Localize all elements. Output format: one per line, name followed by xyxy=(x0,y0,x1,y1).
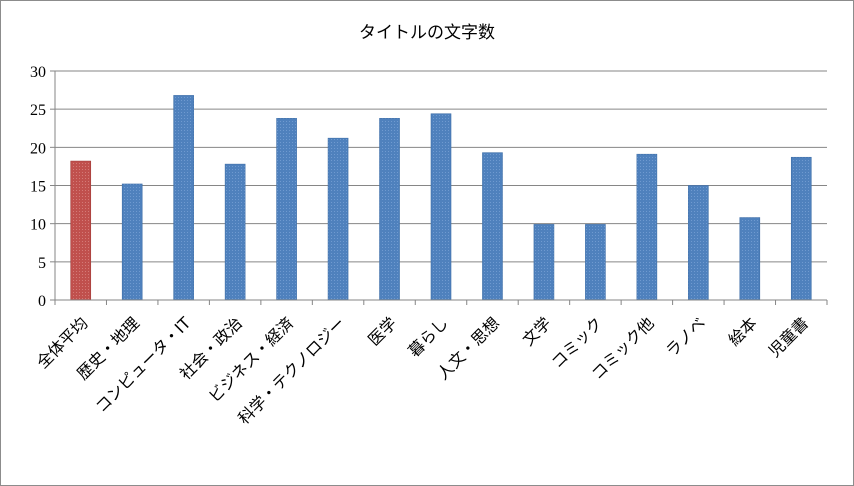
y-tick-label: 30 xyxy=(30,64,46,81)
x-axis-labels: 全体平均歴史・地理コンピュータ・IT社会・政治ビジネス・経済科学・テクノロジー医… xyxy=(33,313,812,428)
y-tick-label: 0 xyxy=(38,293,46,310)
bar-14 xyxy=(739,217,761,301)
x-tick-label: 文学 xyxy=(519,313,555,349)
y-tick-label: 20 xyxy=(30,140,46,157)
x-tick-label: 医学 xyxy=(364,313,400,349)
x-tick-label: 児童書 xyxy=(765,313,812,360)
bar-5 xyxy=(276,118,297,301)
bar-8 xyxy=(430,113,452,301)
bar-11 xyxy=(585,224,606,301)
x-tick-label: 絵本 xyxy=(725,313,761,349)
bar-15 xyxy=(790,156,812,301)
bar-9 xyxy=(482,152,503,301)
y-tick-label: 15 xyxy=(30,179,46,196)
bar-2 xyxy=(121,183,143,301)
bar-1 xyxy=(70,160,92,301)
bar-12 xyxy=(636,153,658,301)
bars xyxy=(70,95,812,301)
x-tick-label: コンピュータ・IT xyxy=(92,313,195,416)
x-tick-label: ラノベ xyxy=(662,313,709,360)
y-tick-label: 25 xyxy=(30,102,46,119)
bar-13 xyxy=(688,185,709,301)
axes xyxy=(54,71,828,305)
bar-4 xyxy=(224,163,246,301)
bar-10 xyxy=(533,224,555,301)
y-tick-label: 5 xyxy=(38,255,46,272)
y-axis-ticks: 0 5 10 15 20 25 30 xyxy=(30,64,55,310)
bar-3 xyxy=(173,95,194,301)
y-tick-label: 10 xyxy=(30,217,46,234)
bar-7 xyxy=(379,118,400,301)
x-tick-label: 暮らし xyxy=(404,313,451,360)
bar-6 xyxy=(327,137,349,301)
chart-title: タイトルの文字数 xyxy=(359,23,495,43)
